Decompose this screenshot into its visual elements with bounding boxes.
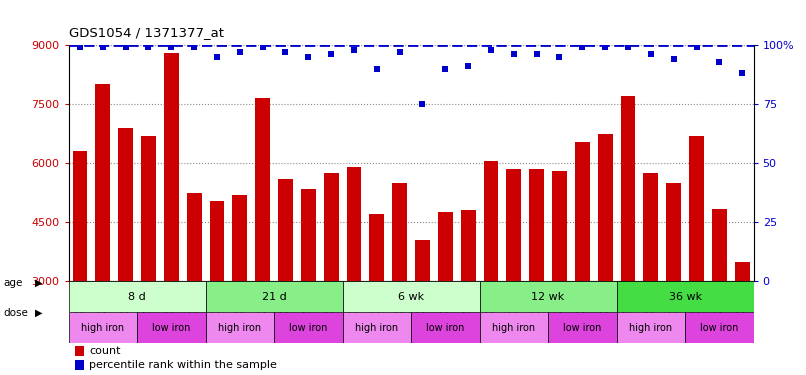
- Text: high iron: high iron: [629, 322, 672, 333]
- Point: [438, 66, 451, 72]
- Bar: [141, 136, 156, 281]
- Point: [667, 56, 680, 62]
- Bar: [206, 281, 343, 312]
- Bar: [137, 312, 206, 343]
- Point: [371, 66, 384, 72]
- Point: [325, 51, 338, 57]
- Bar: [393, 183, 407, 281]
- Point: [73, 44, 86, 50]
- Bar: [689, 136, 704, 281]
- Bar: [69, 312, 137, 343]
- Point: [462, 63, 475, 69]
- Point: [97, 44, 110, 50]
- Point: [645, 51, 658, 57]
- Bar: [617, 312, 685, 343]
- Point: [142, 44, 155, 50]
- Bar: [232, 195, 247, 281]
- Bar: [484, 161, 498, 281]
- Bar: [415, 240, 430, 281]
- Text: ▶: ▶: [35, 308, 42, 318]
- Point: [736, 70, 749, 76]
- Bar: [598, 134, 613, 281]
- Text: 36 wk: 36 wk: [668, 292, 702, 302]
- Bar: [480, 281, 617, 312]
- Bar: [187, 193, 202, 281]
- Point: [530, 51, 543, 57]
- Bar: [343, 281, 480, 312]
- Bar: [369, 214, 384, 281]
- Bar: [480, 312, 548, 343]
- Text: high iron: high iron: [218, 322, 261, 333]
- Text: percentile rank within the sample: percentile rank within the sample: [89, 360, 277, 370]
- Text: 8 d: 8 d: [128, 292, 146, 302]
- Bar: [95, 84, 110, 281]
- Point: [416, 101, 429, 107]
- Point: [713, 58, 726, 64]
- Text: low iron: low iron: [152, 322, 190, 333]
- Bar: [552, 171, 567, 281]
- Bar: [278, 179, 293, 281]
- Bar: [461, 210, 476, 281]
- Bar: [76, 360, 84, 370]
- Point: [164, 44, 177, 50]
- Point: [210, 54, 223, 60]
- Bar: [617, 281, 754, 312]
- Bar: [118, 128, 133, 281]
- Bar: [667, 183, 681, 281]
- Text: high iron: high iron: [355, 322, 398, 333]
- Bar: [206, 312, 274, 343]
- Text: 12 wk: 12 wk: [531, 292, 565, 302]
- Bar: [530, 169, 544, 281]
- Bar: [324, 173, 339, 281]
- Bar: [685, 312, 754, 343]
- Bar: [164, 53, 179, 281]
- Bar: [735, 262, 750, 281]
- Bar: [438, 213, 453, 281]
- Point: [119, 44, 132, 50]
- Point: [484, 47, 497, 53]
- Bar: [69, 281, 206, 312]
- Point: [279, 49, 292, 55]
- Point: [234, 49, 247, 55]
- Bar: [643, 173, 659, 281]
- Point: [301, 54, 314, 60]
- Bar: [301, 189, 316, 281]
- Text: age: age: [3, 278, 23, 288]
- Bar: [76, 346, 84, 355]
- Point: [188, 44, 201, 50]
- Bar: [575, 141, 590, 281]
- Bar: [506, 169, 521, 281]
- Text: 21 d: 21 d: [262, 292, 286, 302]
- Bar: [256, 98, 270, 281]
- Point: [347, 47, 360, 53]
- Point: [575, 44, 588, 50]
- Text: low iron: low iron: [289, 322, 327, 333]
- Bar: [347, 167, 361, 281]
- Bar: [411, 312, 480, 343]
- Point: [599, 44, 612, 50]
- Text: low iron: low iron: [563, 322, 601, 333]
- Point: [256, 44, 269, 50]
- Text: GDS1054 / 1371377_at: GDS1054 / 1371377_at: [69, 26, 223, 39]
- Text: low iron: low iron: [700, 322, 738, 333]
- Point: [621, 44, 634, 50]
- Text: high iron: high iron: [492, 322, 535, 333]
- Text: high iron: high iron: [81, 322, 124, 333]
- Text: ▶: ▶: [35, 278, 42, 288]
- Bar: [548, 312, 617, 343]
- Text: dose: dose: [3, 308, 28, 318]
- Text: count: count: [89, 346, 121, 356]
- Point: [393, 49, 406, 55]
- Bar: [73, 152, 87, 281]
- Point: [690, 44, 703, 50]
- Point: [508, 51, 521, 57]
- Text: low iron: low iron: [426, 322, 464, 333]
- Bar: [274, 312, 343, 343]
- Bar: [621, 96, 635, 281]
- Bar: [343, 312, 411, 343]
- Text: 6 wk: 6 wk: [398, 292, 424, 302]
- Point: [553, 54, 566, 60]
- Bar: [210, 201, 224, 281]
- Bar: [712, 209, 727, 281]
